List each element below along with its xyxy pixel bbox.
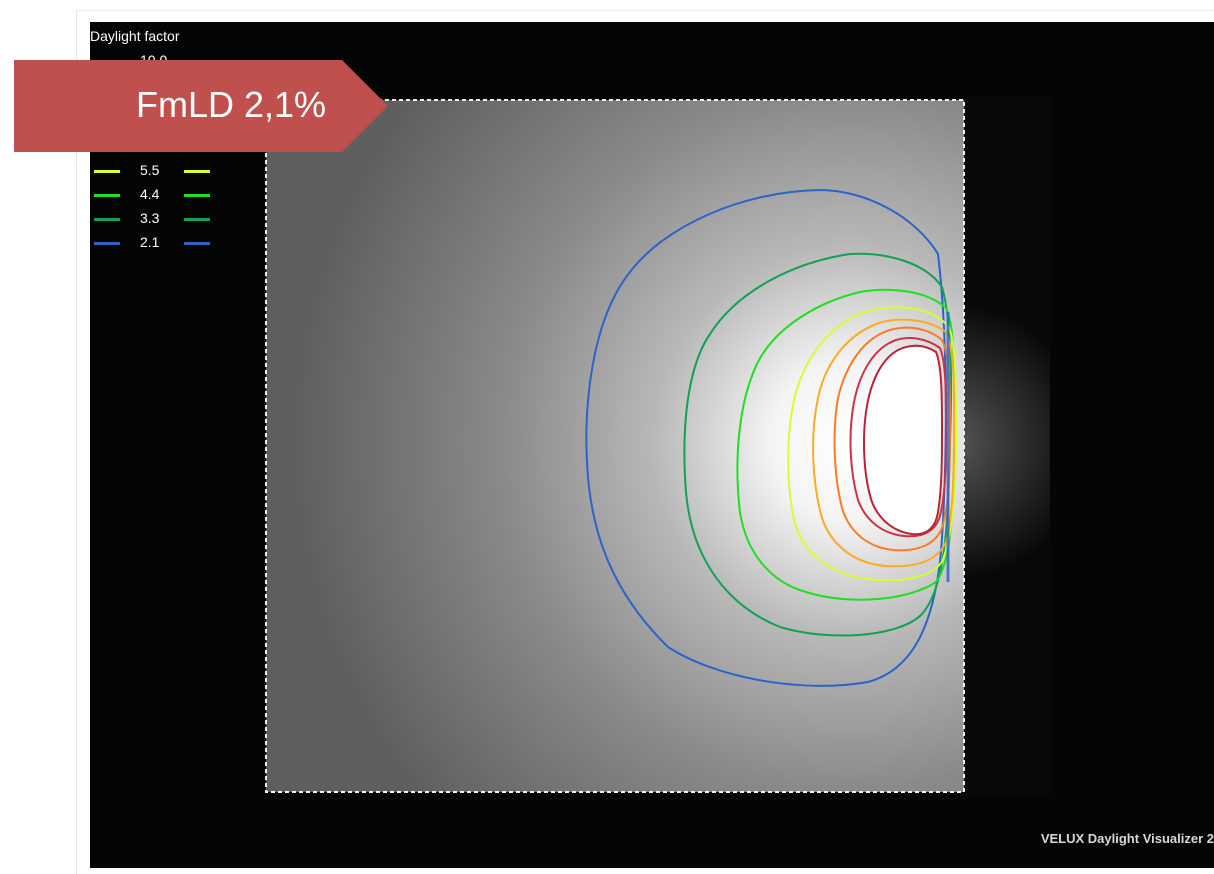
- legend-value: 3.3: [140, 210, 160, 226]
- legend-swatch: [94, 242, 120, 245]
- contour-2-1: [585, 188, 947, 687]
- room-outline: [265, 99, 965, 793]
- frame-top-border: [76, 10, 1214, 11]
- room-floor-outside: [960, 97, 1050, 797]
- legend-value: 5.5: [140, 162, 160, 178]
- legend-value: 2.1: [140, 234, 160, 250]
- daylight-render: [265, 97, 1050, 797]
- legend-swatch: [184, 242, 210, 245]
- legend-swatch: [94, 218, 120, 221]
- legend-item-2-1: 2.1: [90, 234, 220, 252]
- contour-5-5: [787, 306, 958, 582]
- legend-swatch: [94, 170, 120, 173]
- app-watermark: VELUX Daylight Visualizer 2: [1040, 831, 1214, 846]
- legend-swatch: [94, 194, 120, 197]
- legend-title: Daylight factor: [90, 28, 180, 44]
- callout-arrow-shape: [14, 60, 388, 152]
- contour-6-6: [812, 318, 955, 568]
- legend-item-5-5: 5.5: [90, 162, 220, 180]
- legend-swatch: [184, 170, 210, 173]
- callout-label: FmLD 2,1%: [136, 84, 327, 125]
- legend-value: 4.4: [140, 186, 160, 202]
- callout-arrow: [14, 60, 388, 152]
- legend-swatch: [184, 218, 210, 221]
- fmld-callout: FmLD 2,1%: [14, 60, 388, 152]
- contour-10-0: [863, 344, 943, 536]
- legend-swatch: [184, 194, 210, 197]
- frame-left-border: [76, 10, 77, 874]
- contour-7-7: [833, 326, 951, 552]
- legend-item-3-3: 3.3: [90, 210, 220, 228]
- legend-item-4-4: 4.4: [90, 186, 220, 204]
- contour-8-8: [849, 337, 947, 538]
- render-viewport[interactable]: Daylight factor 10.0 5.5 4.4 3.3 2.1 VEL…: [90, 22, 1214, 868]
- room-floor: [266, 100, 964, 792]
